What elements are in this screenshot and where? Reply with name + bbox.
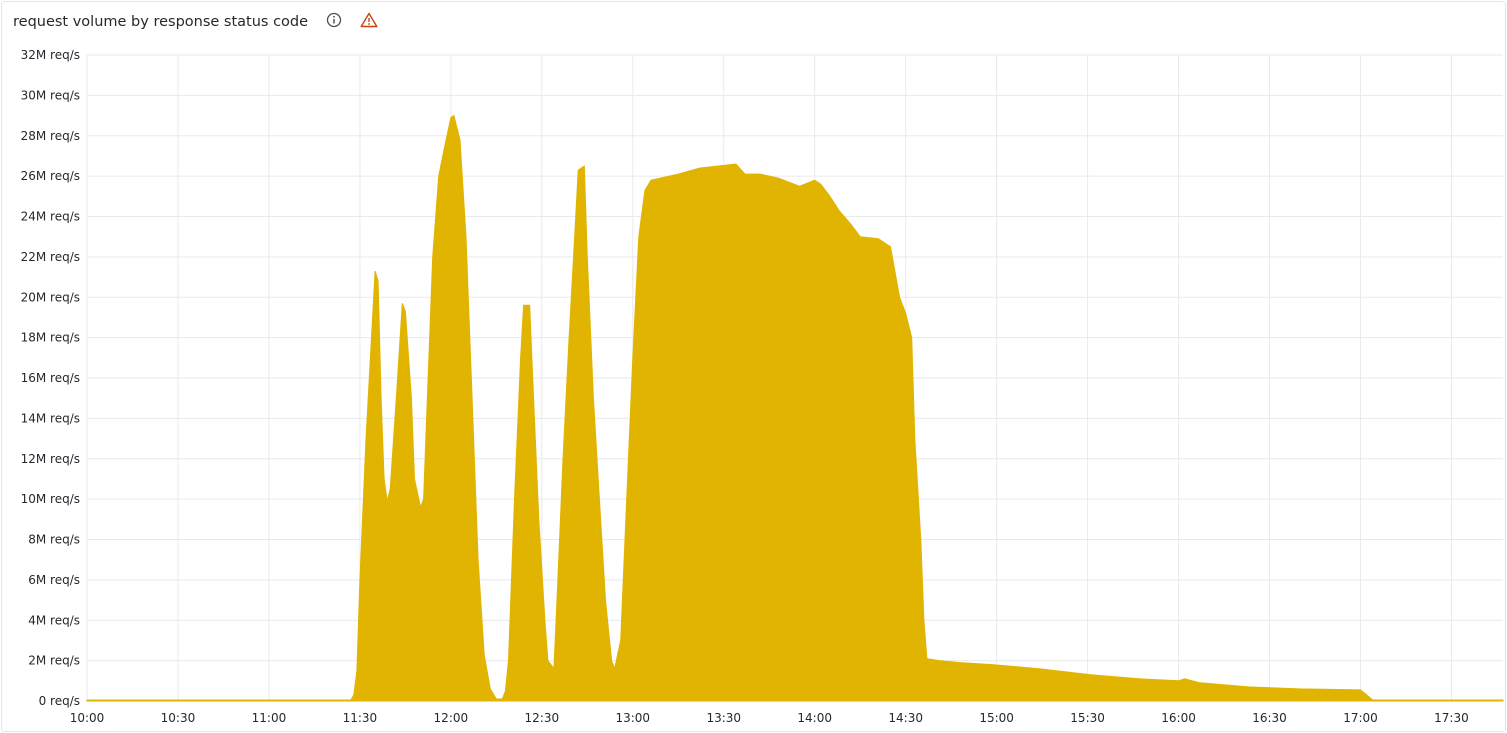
y-tick-label: 6M req/s xyxy=(28,573,80,587)
series-area xyxy=(86,114,1504,702)
x-tick-label: 17:30 xyxy=(1434,711,1469,725)
x-tick-label: 12:00 xyxy=(434,711,469,725)
y-tick-label: 14M req/s xyxy=(21,411,80,425)
x-tick-label: 16:30 xyxy=(1252,711,1287,725)
y-tick-label: 32M req/s xyxy=(21,48,80,62)
y-tick-label: 26M req/s xyxy=(21,169,80,183)
x-tick-label: 13:00 xyxy=(615,711,650,725)
panel-header: request volume by response status code xyxy=(13,11,378,33)
y-tick-label: 0 req/s xyxy=(39,694,80,708)
y-tick-label: 20M req/s xyxy=(21,290,80,304)
panel-title[interactable]: request volume by response status code xyxy=(13,14,309,30)
y-tick-label: 28M req/s xyxy=(21,129,80,143)
y-tick-label: 10M req/s xyxy=(21,492,80,506)
x-tick-label: 11:00 xyxy=(252,711,287,725)
x-tick-label: 12:30 xyxy=(525,711,560,725)
y-tick-label: 30M req/s xyxy=(21,88,80,102)
y-tick-label: 8M req/s xyxy=(28,533,80,547)
x-tick-label: 14:30 xyxy=(888,711,923,725)
x-tick-label: 14:00 xyxy=(797,711,832,725)
x-tick-label: 15:30 xyxy=(1070,711,1105,725)
x-tick-label: 16:00 xyxy=(1161,711,1196,725)
y-axis: 0 req/s 2M req/s 4M req/s 6M req/s 8M req/s 1… xyxy=(21,48,80,708)
y-tick-label: 16M req/s xyxy=(21,371,80,385)
y-tick-label: 12M req/s xyxy=(21,452,80,466)
x-tick-label: 10:00 xyxy=(70,711,105,725)
warning-icon[interactable] xyxy=(360,12,378,32)
x-tick-label: 11:30 xyxy=(343,711,378,725)
y-tick-label: 24M req/s xyxy=(21,210,80,224)
x-tick-label: 15:00 xyxy=(979,711,1014,725)
y-tick-label: 18M req/s xyxy=(21,331,80,345)
info-icon[interactable] xyxy=(326,12,342,32)
x-axis: 10:00 10:30 11:00 11:30 12:00 12:30 13:00 13:30… xyxy=(70,711,1469,725)
x-tick-label: 13:30 xyxy=(706,711,741,725)
x-tick-label: 17:00 xyxy=(1343,711,1378,725)
y-tick-label: 4M req/s xyxy=(28,613,80,627)
y-tick-label: 2M req/s xyxy=(28,654,80,668)
x-tick-label: 10:30 xyxy=(161,711,196,725)
y-tick-label: 22M req/s xyxy=(21,250,80,264)
